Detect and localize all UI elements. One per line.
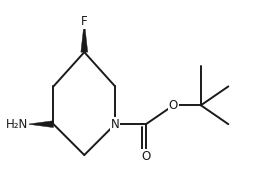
Polygon shape [81, 21, 88, 52]
Text: H₂N: H₂N [5, 118, 28, 131]
Text: N: N [111, 118, 120, 131]
Text: O: O [169, 99, 178, 112]
Text: O: O [141, 150, 151, 163]
Text: F: F [81, 15, 87, 28]
Polygon shape [28, 121, 53, 128]
